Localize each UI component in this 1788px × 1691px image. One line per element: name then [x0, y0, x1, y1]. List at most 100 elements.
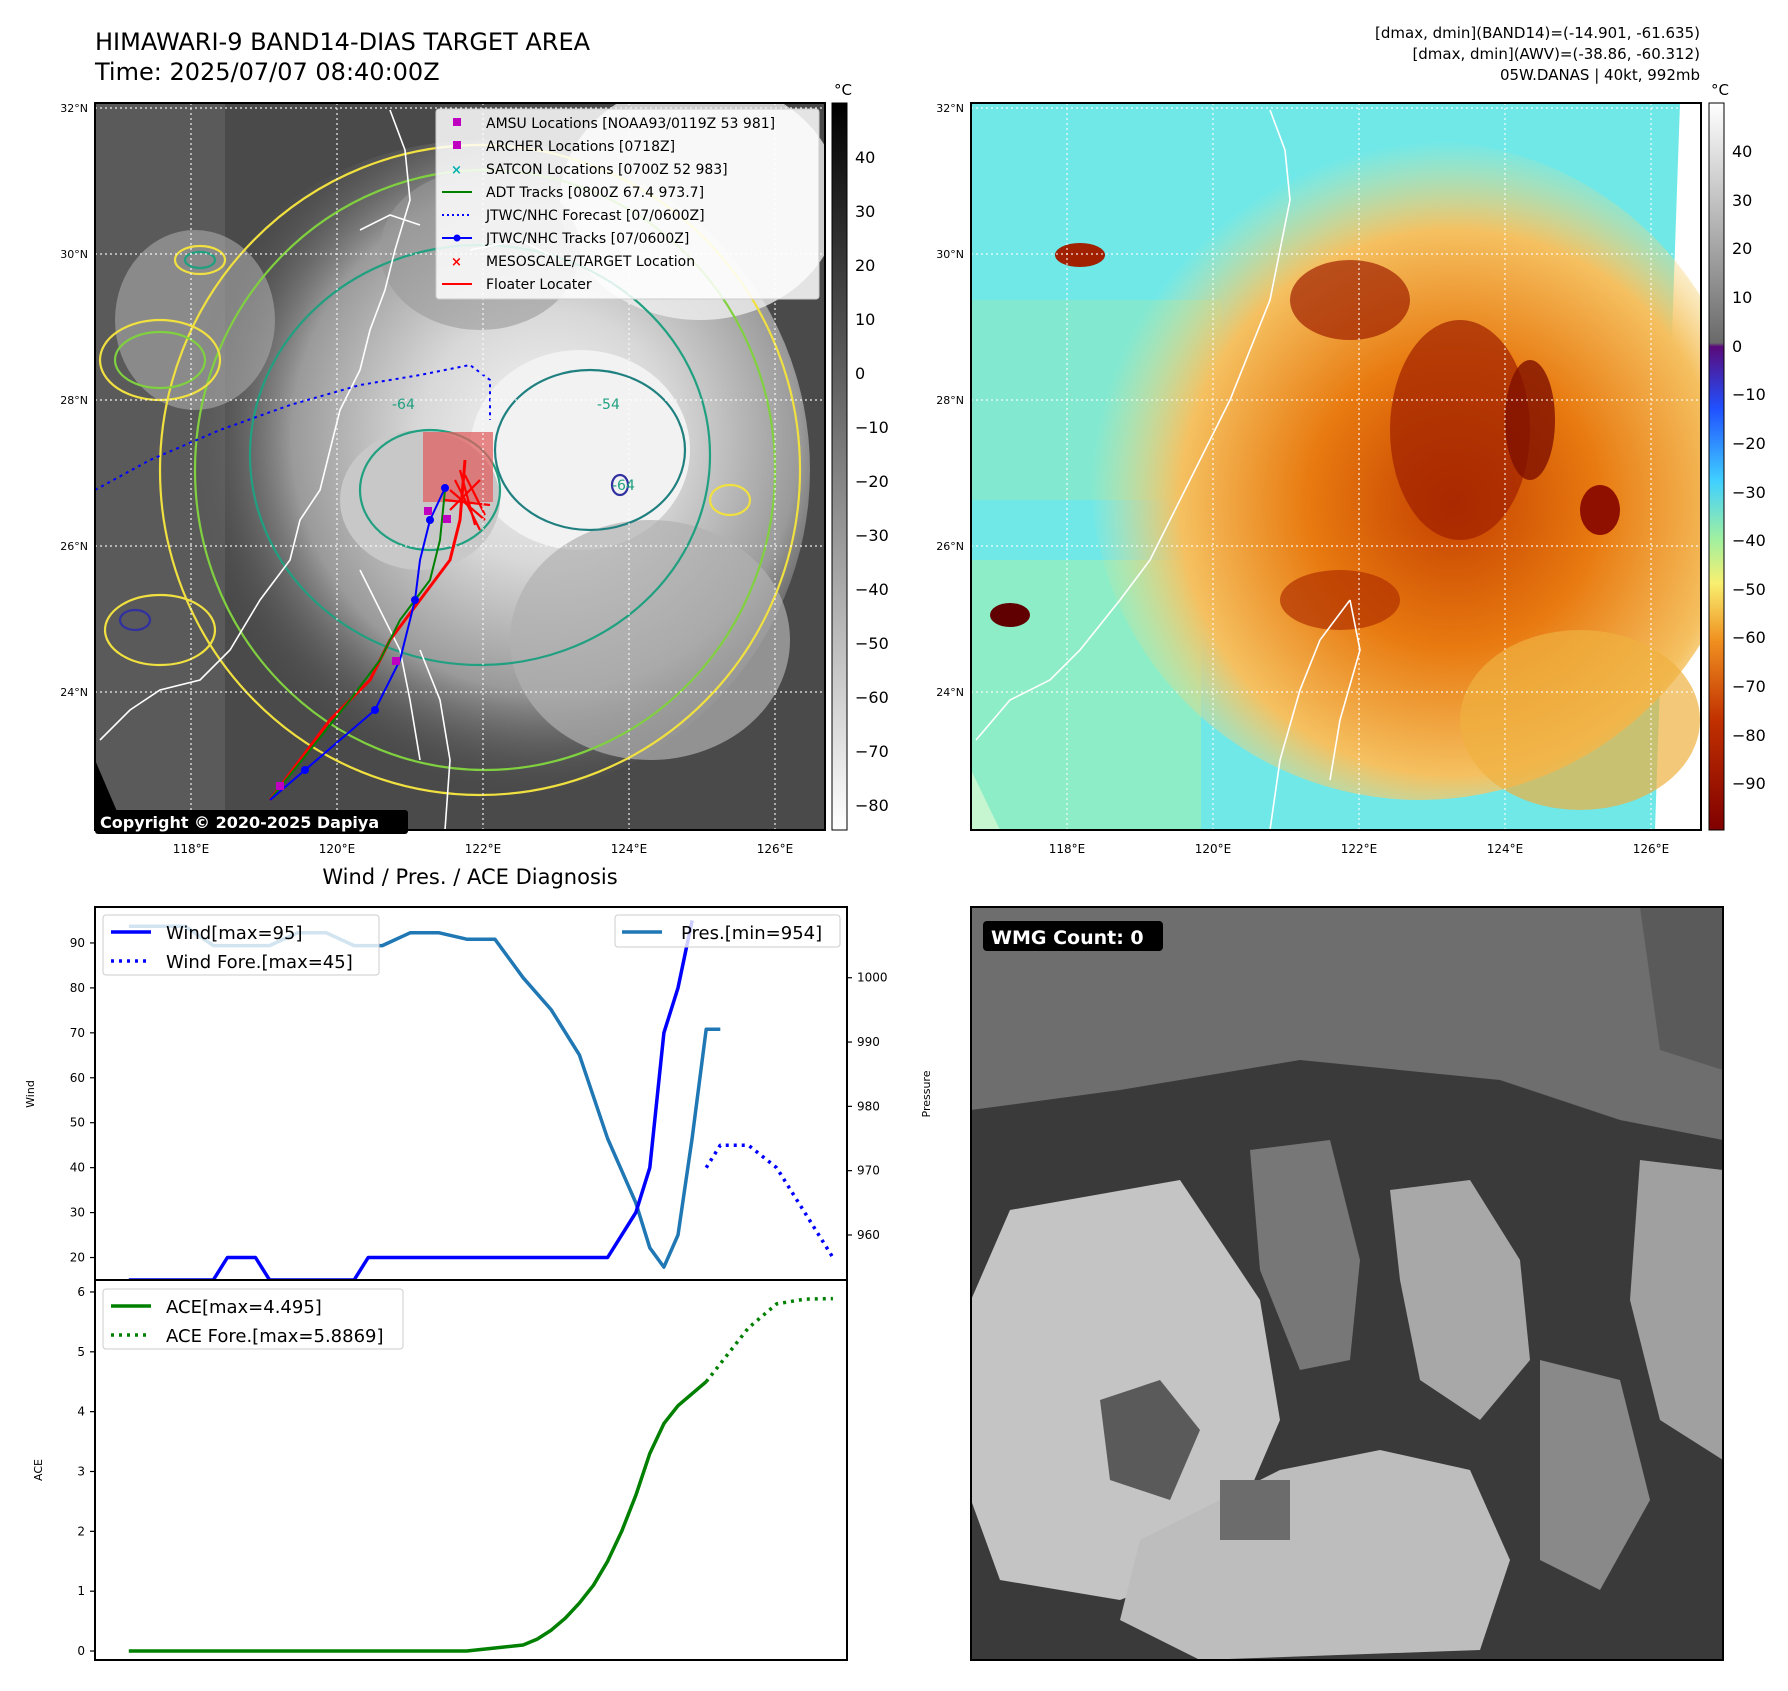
lon-tick: 120°E: [319, 842, 356, 856]
info-line: [dmax, dmin](AWV)=(-38.86, -60.312): [1412, 45, 1700, 63]
lat-tick: 32°N: [60, 102, 88, 115]
ace-series-line: [128, 1380, 708, 1653]
info-line: 05W.DANAS | 40kt, 992mb: [1500, 66, 1700, 84]
wmg-imagery: [971, 907, 1723, 1660]
wind-forecast-series-line: [704, 1143, 835, 1259]
lon-tick: 122°E: [465, 842, 502, 856]
figure-title: HIMAWARI-9 BAND14-DIAS TARGET AREA: [95, 28, 591, 56]
cb-tick: −40: [855, 580, 889, 599]
lat-tick: 30°N: [60, 248, 88, 261]
wind-tick-label: 50: [70, 1116, 85, 1130]
wind-tick-label: 80: [70, 981, 85, 995]
legend-label-ace-forecast: ACE Fore.[max=5.8869]: [166, 1326, 384, 1347]
wind-tick-label: 60: [70, 1071, 85, 1085]
lat-tick: 24°N: [60, 686, 88, 699]
wmg-panel: WMG Count: 0: [970, 906, 1724, 1661]
ir-map-panel: -64 -54 -64 AMSU Locations [NOAA93/0119Z…: [60, 102, 826, 856]
map-legend: AMSU Locations [NOAA93/0119Z 53 981] ARC…: [435, 108, 820, 300]
wind-tick-label: 90: [70, 936, 85, 950]
ace-forecast-series-line: [704, 1296, 833, 1383]
contour-label: -54: [597, 397, 620, 413]
cb-tick: −90: [1732, 774, 1766, 793]
lon-tick: 118°E: [1049, 842, 1086, 856]
cb-tick: 40: [855, 148, 875, 167]
legend-item-archer: ARCHER Locations [0718Z]: [453, 139, 675, 155]
ir-map-lat-ticks: 32°N 30°N 28°N 26°N 24°N: [60, 102, 88, 699]
ace-tick-label: 1: [77, 1584, 85, 1598]
wind-tick-label: 20: [70, 1251, 85, 1265]
bd-map-panel: 32°N 30°N 28°N 26°N 24°N 118°E 120°E 122…: [936, 102, 1702, 856]
cb-tick: −30: [1732, 483, 1766, 502]
ace-tick-label: 5: [77, 1345, 85, 1359]
bd-map-imagery: [971, 103, 1701, 830]
pressure-legend: Pres.[min=954]: [614, 914, 841, 948]
diagnosis-title: Wind / Pres. / ACE Diagnosis: [322, 865, 617, 889]
legend-label: Floater Locater: [486, 277, 592, 293]
cb-tick: −60: [1732, 628, 1766, 647]
contour-label: -64: [612, 478, 635, 494]
cb-tick: 10: [855, 310, 875, 329]
cb-tick: −10: [855, 418, 889, 437]
ace-chart: 0 1 2 3 4 5 6 ACE ACE[max=4.495] ACE Fore.[max…: [32, 1279, 848, 1661]
wind-axis-label: Wind: [24, 1080, 37, 1108]
wmg-frame: [970, 906, 1724, 1661]
cb-tick: −10: [1732, 385, 1766, 404]
legend-label-ace: ACE[max=4.495]: [166, 1297, 322, 1318]
wind-series-line: [128, 920, 694, 1282]
pressure-tick-label: 990: [857, 1035, 880, 1049]
lat-tick: 26°N: [936, 540, 964, 553]
cb-tick: 30: [855, 202, 875, 221]
legend-label: JTWC/NHC Tracks [07/0600Z]: [485, 231, 689, 247]
cb-tick: 10: [1732, 288, 1752, 307]
lat-tick: 28°N: [936, 394, 964, 407]
ir-map-frame: [94, 102, 826, 831]
bd-map-lat-ticks: 32°N 30°N 28°N 26°N 24°N: [936, 102, 964, 699]
lon-tick: 120°E: [1195, 842, 1232, 856]
ace-tick-label: 0: [77, 1644, 85, 1658]
ace-tick-label: 2: [77, 1524, 85, 1538]
lat-tick: 32°N: [936, 102, 964, 115]
cb-tick: −50: [1732, 580, 1766, 599]
contour-label: -64: [392, 397, 415, 413]
cb-tick: −20: [855, 472, 889, 491]
colorbar-unit: °C: [834, 81, 852, 99]
cb-tick: 40: [1732, 142, 1752, 161]
ace-tick-label: 4: [77, 1405, 85, 1419]
legend-label: AMSU Locations [NOAA93/0119Z 53 981]: [486, 116, 775, 132]
ace-y-ticks: 0 1 2 3 4 5 6: [77, 1285, 95, 1658]
cb-tick: −20: [1732, 434, 1766, 453]
cb-tick: 20: [855, 256, 875, 275]
cb-tick: 20: [1732, 239, 1752, 258]
cb-tick: −70: [855, 742, 889, 761]
wind-tick-label: 30: [70, 1206, 85, 1220]
lon-tick: 126°E: [757, 842, 794, 856]
cb-tick: −60: [855, 688, 889, 707]
ace-lines: [128, 1296, 833, 1653]
info-block: [dmax, dmin](BAND14)=(-14.901, -61.635) …: [1375, 24, 1700, 84]
legend-label-wind-forecast: Wind Fore.[max=45]: [166, 952, 353, 973]
legend-label: MESOSCALE/TARGET Location: [486, 254, 695, 270]
pressure-tick-label: 970: [857, 1164, 880, 1178]
cb-tick: 30: [1732, 191, 1752, 210]
pressure-tick-label: 980: [857, 1099, 880, 1113]
lon-tick: 122°E: [1341, 842, 1378, 856]
ir-map-lon-ticks: 118°E 120°E 122°E 124°E 126°E: [173, 842, 794, 856]
cb-tick: −30: [855, 526, 889, 545]
lat-tick: 30°N: [936, 248, 964, 261]
ace-legend: ACE[max=4.495] ACE Fore.[max=5.8869]: [102, 1288, 404, 1350]
lon-tick: 124°E: [1487, 842, 1524, 856]
legend-item-satcon: × SATCON Locations [0700Z 52 983]: [451, 162, 728, 178]
bd-map-frame: [970, 102, 1702, 831]
legend-label-pressure: Pres.[min=954]: [681, 923, 822, 944]
legend-label: SATCON Locations [0700Z 52 983]: [486, 162, 728, 178]
info-line: [dmax, dmin](BAND14)=(-14.901, -61.635): [1375, 24, 1700, 42]
cb-tick: −70: [1732, 677, 1766, 696]
copyright-badge: Copyright © 2020-2025 Dapiya: [95, 810, 408, 834]
legend-label: JTWC/NHC Forecast [07/0600Z]: [485, 208, 705, 224]
svg-text:×: ×: [451, 163, 462, 178]
lat-tick: 26°N: [60, 540, 88, 553]
legend-item-jtwc-tracks: JTWC/NHC Tracks [07/0600Z]: [442, 231, 689, 247]
wind-y-ticks: 20 30 40 50 60 70 80 90: [70, 936, 95, 1265]
legend-item-floater: Floater Locater: [442, 277, 592, 293]
